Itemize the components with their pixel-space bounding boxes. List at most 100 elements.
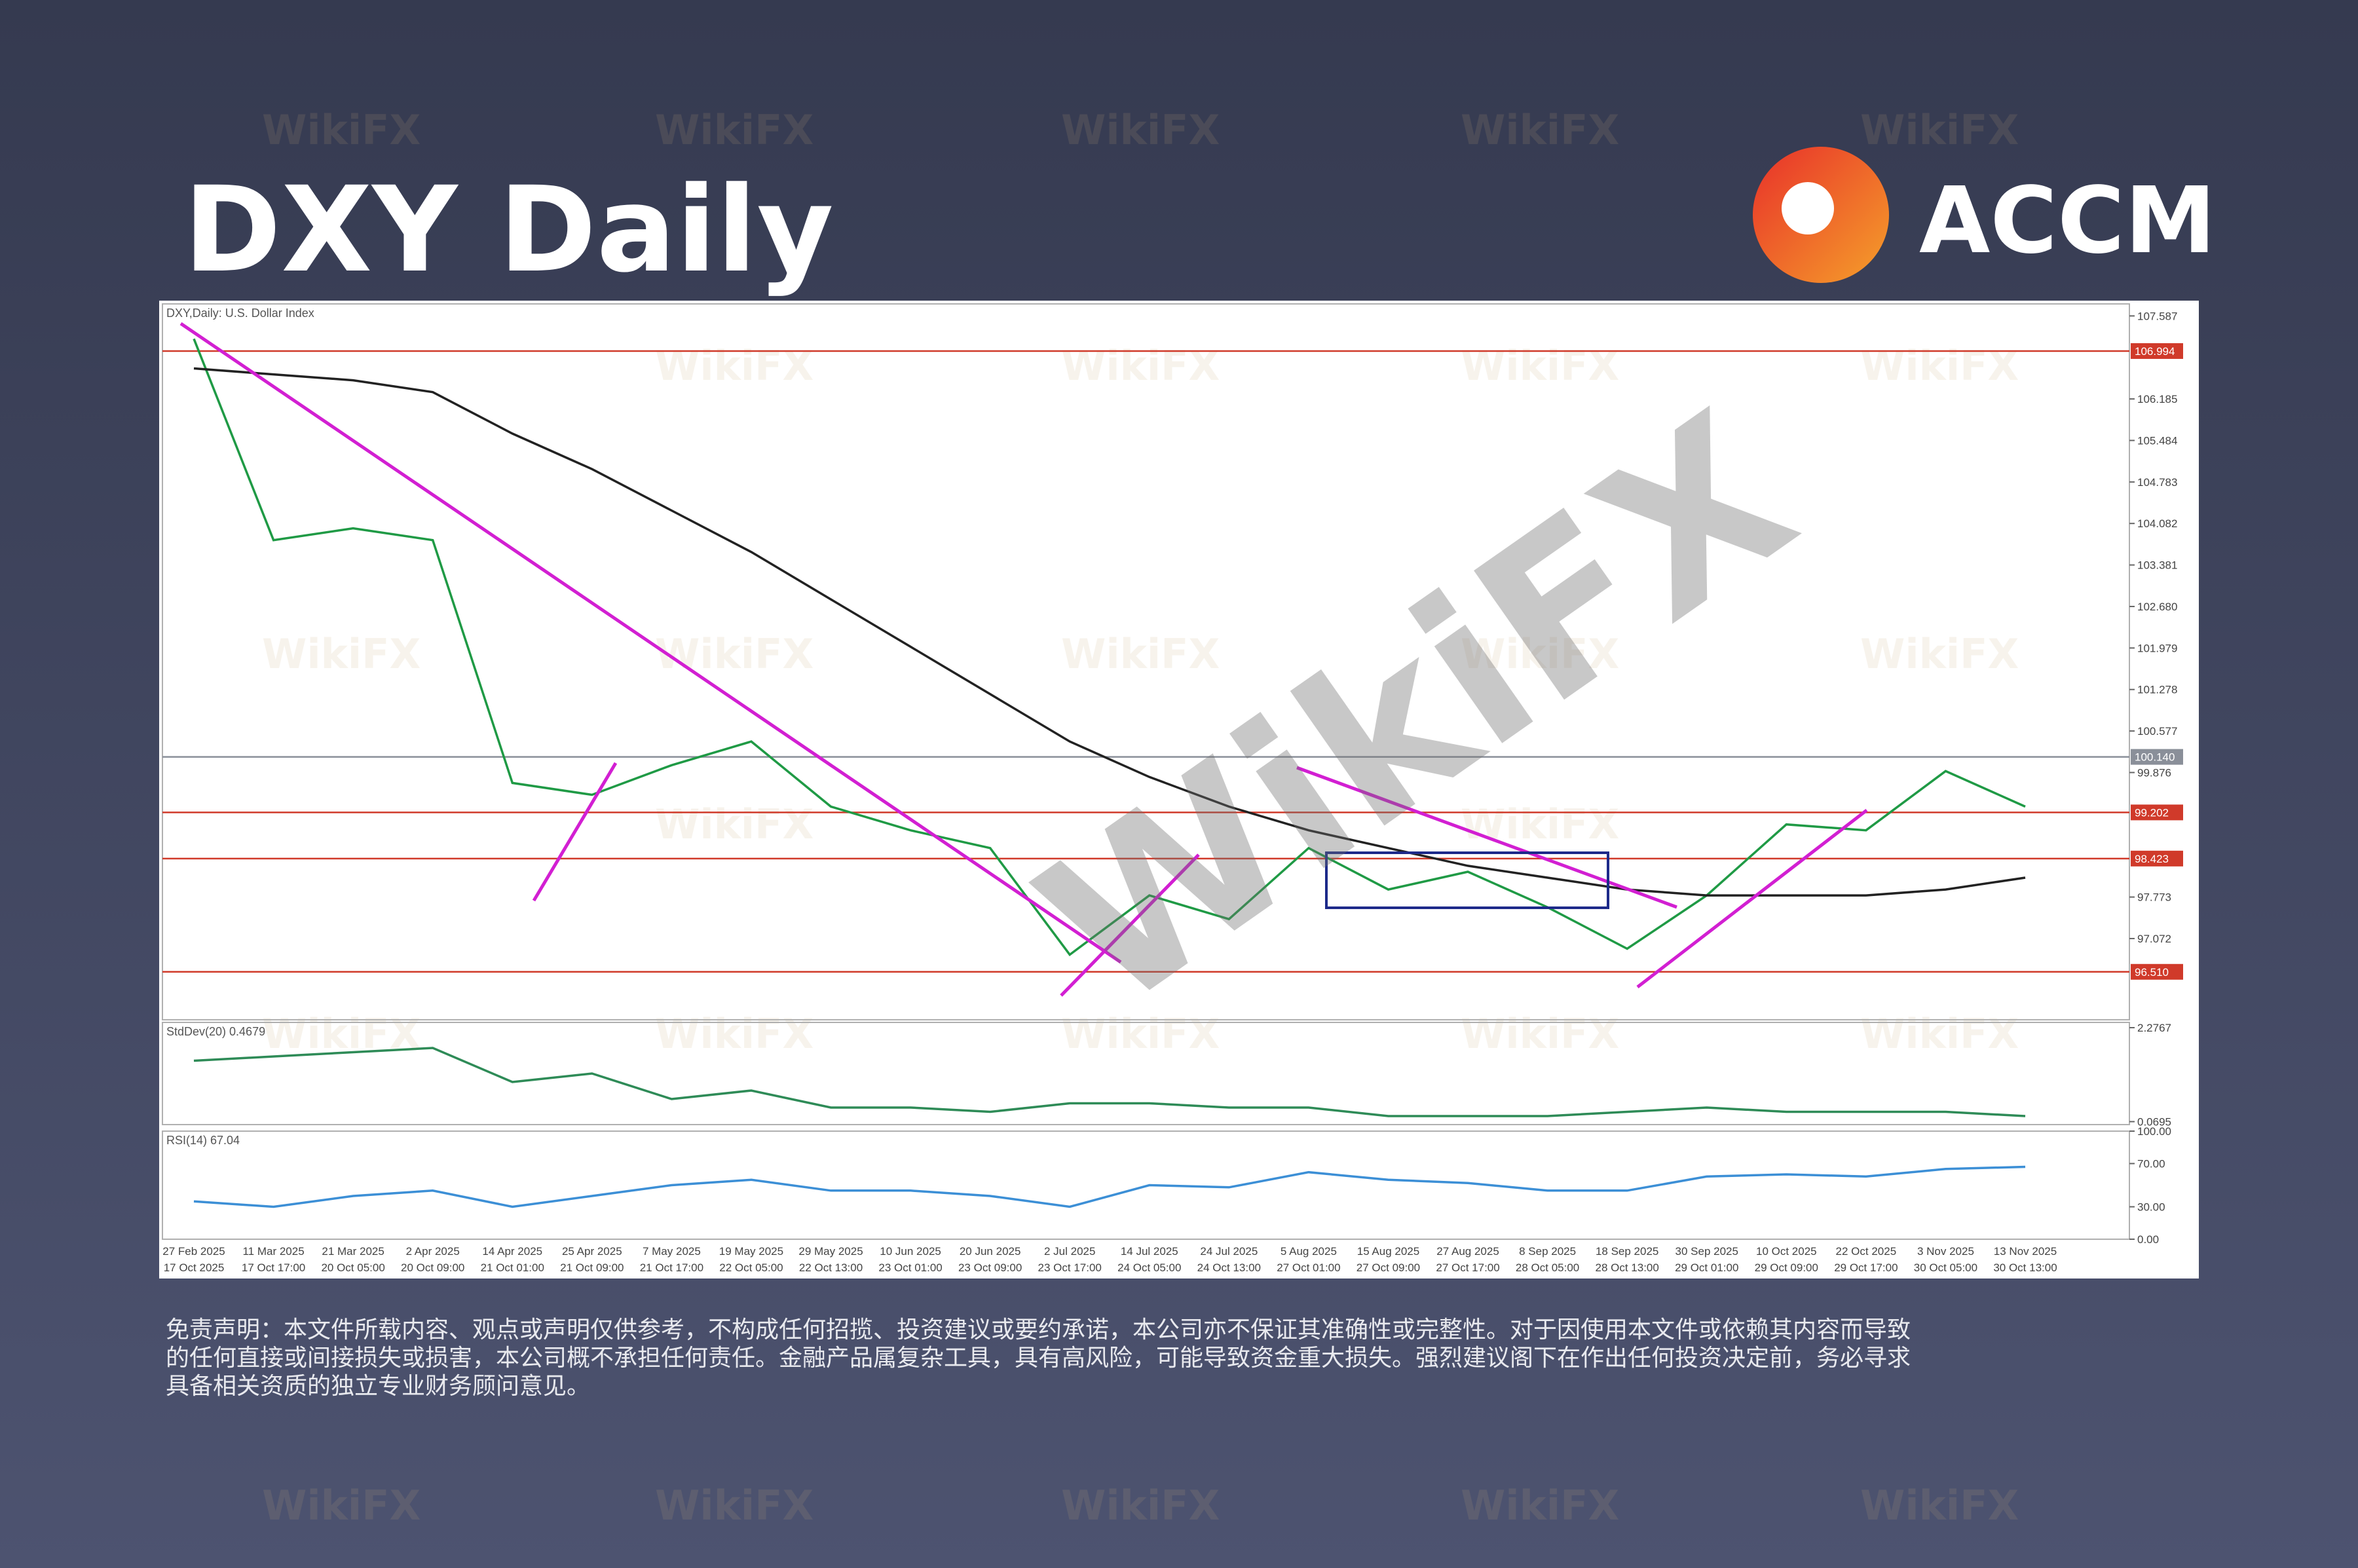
pane-title: RSI(14) 67.04: [166, 1134, 240, 1147]
range-box: [1325, 851, 1609, 909]
x-tick-label: 30 Sep 2025: [1675, 1245, 1738, 1258]
x-tick-label-2: 23 Oct 09:00: [958, 1261, 1022, 1274]
x-tick-label: 14 Jul 2025: [1121, 1245, 1178, 1258]
x-tick-label-2: 30 Oct 13:00: [1993, 1261, 2057, 1274]
x-tick-label: 19 May 2025: [719, 1245, 783, 1258]
x-tick-label-2: 20 Oct 09:00: [401, 1261, 464, 1274]
x-tick-label: 5 Aug 2025: [1281, 1245, 1337, 1258]
x-tick-label: 2 Apr 2025: [406, 1245, 460, 1258]
disclaimer-line: 免责声明：本文件所载内容、观点或声明仅供参考，不构成任何招揽、投资建议或要约承诺…: [166, 1316, 1911, 1343]
y-tick-label: 104.783: [2137, 476, 2177, 489]
series-line: [193, 1165, 2026, 1208]
y-tick-label: 104.082: [2137, 517, 2177, 530]
x-tick-label: 22 Oct 2025: [1836, 1245, 1897, 1258]
y-tick-label: 105.484: [2137, 434, 2177, 447]
x-tick-label-2: 28 Oct 13:00: [1596, 1261, 1659, 1274]
level-label: 106.994: [2135, 345, 2175, 358]
y-tick-label: 99.876: [2137, 766, 2171, 779]
chart: DXY,Daily: U.S. Dollar Index 107.587 106.1…: [162, 303, 2183, 1274]
watermark: WikiFX: [1860, 1010, 2019, 1058]
x-tick-label-2: 20 Oct 05:00: [321, 1261, 384, 1274]
page-title: DXY Daily: [183, 162, 834, 299]
x-tick-label: 8 Sep 2025: [1519, 1245, 1576, 1258]
x-tick-label: 24 Jul 2025: [1200, 1245, 1258, 1258]
x-tick-label: 25 Apr 2025: [562, 1245, 622, 1258]
x-tick-label-2: 24 Oct 13:00: [1197, 1261, 1261, 1274]
x-tick-label: 14 Apr 2025: [482, 1245, 542, 1258]
watermark: WikiFX: [1461, 1010, 1619, 1058]
x-tick-label-2: 29 Oct 01:00: [1675, 1261, 1738, 1274]
x-tick-label: 20 Jun 2025: [960, 1245, 1021, 1258]
level-tag: [2131, 343, 2183, 359]
watermark: WikiFX: [1461, 630, 1619, 678]
pane-frame: [162, 1130, 2130, 1240]
level-label: 96.510: [2135, 966, 2169, 979]
watermark: WikiFX: [1061, 1482, 1220, 1529]
x-tick-label: 27 Feb 2025: [162, 1245, 225, 1258]
x-tick-label-2: 27 Oct 09:00: [1357, 1261, 1420, 1274]
y-tick-label: 103.381: [2137, 559, 2177, 572]
series-line: [193, 1047, 2026, 1117]
pane-frame: [162, 303, 2130, 1020]
x-tick-label-2: 17 Oct 17:00: [242, 1261, 305, 1274]
watermark: WikiFX: [1461, 800, 1619, 848]
level-label: 98.423: [2135, 853, 2169, 865]
x-tick-label-2: 27 Oct 01:00: [1277, 1261, 1340, 1274]
x-tick-label-2: 24 Oct 05:00: [1117, 1261, 1181, 1274]
x-tick-label: 11 Mar 2025: [242, 1245, 304, 1258]
watermark: WikiFX: [655, 630, 814, 678]
series-line: [193, 338, 2026, 957]
y-tick-label: 106.185: [2137, 393, 2177, 405]
watermark: WikiFX: [1860, 342, 2019, 390]
trendline: [532, 762, 618, 902]
watermark: WikiFX: [1860, 106, 2019, 154]
pane-title: DXY,Daily: U.S. Dollar Index: [166, 307, 314, 320]
disclaimer-line: 的任何直接或间接损失或损害，本公司概不承担任何责任。金融产品属复杂工具，具有高风…: [166, 1345, 1911, 1372]
x-tick-label-2: 27 Oct 17:00: [1436, 1261, 1499, 1274]
y-tick-label: 0.0695: [2137, 1115, 2171, 1128]
watermark: WikiFX: [1061, 342, 1220, 390]
x-tick-label-2: 21 Oct 09:00: [560, 1261, 624, 1274]
x-tick-label-2: 22 Oct 13:00: [799, 1261, 863, 1274]
watermark: WikiFX: [655, 1010, 814, 1058]
x-tick-label: 21 Mar 2025: [322, 1245, 384, 1258]
logo-inner: [1782, 182, 1834, 234]
watermark: WikiFX: [1461, 342, 1619, 390]
disclaimer-line: 具备相关资质的独立专业财务顾问意见。: [166, 1373, 590, 1400]
y-tick-label: 30.00: [2137, 1201, 2165, 1214]
x-tick-label-2: 21 Oct 01:00: [481, 1261, 544, 1274]
watermark: WikiFX: [1860, 1482, 2019, 1529]
x-tick-label: 29 May 2025: [798, 1245, 863, 1258]
x-tick-label: 3 Nov 2025: [1917, 1245, 1974, 1258]
x-tick-label: 27 Aug 2025: [1436, 1245, 1499, 1258]
x-tick-label-2: 17 Oct 2025: [164, 1261, 225, 1274]
x-tick-label: 7 May 2025: [643, 1245, 701, 1258]
x-tick-label-2: 28 Oct 05:00: [1516, 1261, 1579, 1274]
watermark: WikiFX: [655, 106, 814, 154]
x-tick-label-2: 29 Oct 17:00: [1834, 1261, 1898, 1274]
x-tick-label-2: 29 Oct 09:00: [1755, 1261, 1818, 1274]
y-tick-label: 2.2767: [2137, 1022, 2171, 1034]
watermark: WikiFX: [1461, 106, 1619, 154]
y-tick-label: 97.072: [2137, 933, 2171, 945]
x-tick-label-2: 21 Oct 17:00: [640, 1261, 703, 1274]
trendline: [179, 322, 1122, 964]
trendline: [1636, 809, 1868, 988]
x-tick-label-2: 22 Oct 05:00: [719, 1261, 783, 1274]
trendline: [1060, 853, 1200, 997]
x-tick-label: 10 Jun 2025: [880, 1245, 941, 1258]
y-tick-label: 100.00: [2137, 1125, 2171, 1138]
level-tag: [2131, 804, 2183, 821]
watermark: WikiFX: [655, 342, 814, 390]
x-tick-label-2: 23 Oct 17:00: [1038, 1261, 1102, 1274]
x-tick-label: 18 Sep 2025: [1596, 1245, 1658, 1258]
y-tick-label: 0.00: [2137, 1233, 2159, 1246]
y-tick-label: 70.00: [2137, 1158, 2165, 1170]
level-tag: [2131, 850, 2183, 867]
y-tick-label: 107.587: [2137, 310, 2177, 322]
x-tick-label: 13 Nov 2025: [1994, 1245, 2057, 1258]
x-tick-label-2: 23 Oct 01:00: [878, 1261, 942, 1274]
brand-name: ACCM: [1919, 168, 2216, 274]
